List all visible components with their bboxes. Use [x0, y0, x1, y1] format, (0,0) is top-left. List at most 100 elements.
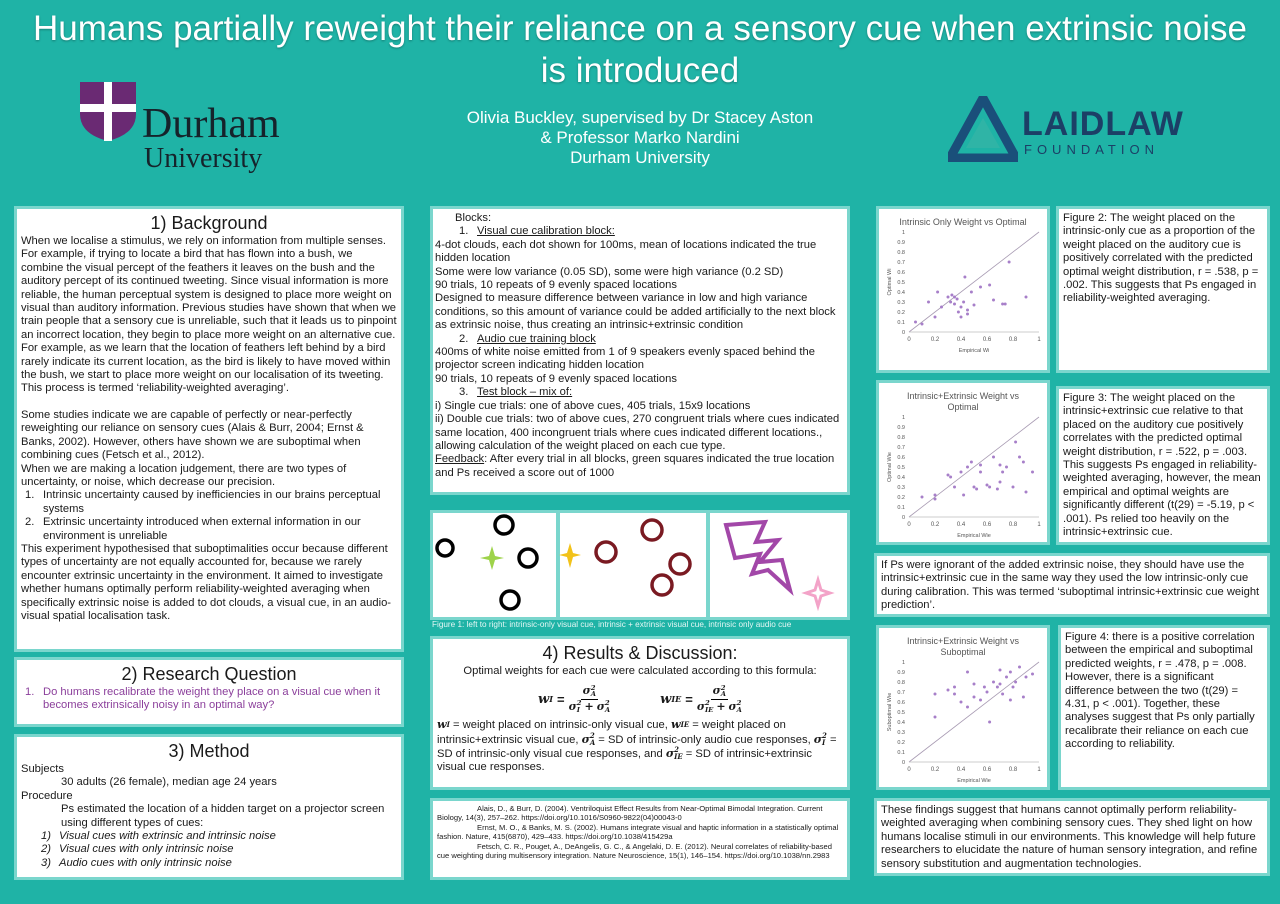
point: [966, 465, 969, 469]
item-number: 3.: [459, 386, 469, 399]
y-tick-label: 0.9: [897, 670, 905, 676]
subscript: I: [549, 694, 553, 705]
y-tick-label: 0.8: [897, 435, 905, 441]
point: [979, 463, 982, 467]
point: [946, 688, 950, 692]
point: [979, 285, 982, 289]
point: [995, 487, 999, 491]
point: [950, 293, 954, 297]
x-axis-label: Empirical Wie: [957, 533, 991, 539]
figure-caption: Figure 1: left to right: intrinsic-only …: [432, 620, 792, 629]
y-tick-label: 0: [902, 515, 905, 521]
chart-title: Intrinsic+Extrinsic Weight vs Suboptimal: [906, 636, 1020, 657]
point: [949, 300, 953, 304]
subscript: A: [589, 737, 596, 747]
x-axis-label: Empirical Wi: [959, 348, 990, 354]
point: [933, 497, 937, 501]
x-tick-label: 0.6: [983, 767, 992, 773]
x-tick-label: 0: [907, 522, 911, 528]
item-text: Visual cue calibration block:: [477, 225, 615, 238]
reference-line: [908, 661, 1040, 763]
logo-text: FOUNDATION: [1024, 142, 1159, 157]
chart-title: Intrinsic Only Weight vs Optimal: [899, 217, 1027, 227]
crest: [80, 82, 136, 141]
math-symbol: σ: [568, 699, 577, 713]
math-indices: 2 IE: [674, 746, 683, 761]
item-text: Audio cue training block: [477, 333, 596, 346]
point: [1001, 302, 1005, 306]
item-number: 1): [41, 830, 51, 843]
title: Humans partially reweight their reliance…: [33, 9, 1247, 90]
x-tick-label: 1: [1037, 767, 1041, 773]
point: [1014, 680, 1018, 684]
point: [985, 483, 989, 487]
x-tick-label: 0.6: [983, 522, 992, 528]
text: = weight placed on intrinsic-only visual…: [449, 719, 671, 732]
point: [966, 312, 969, 316]
point: [955, 297, 959, 301]
y-tick-label: 0.5: [897, 280, 905, 286]
math-symbol: σ: [581, 731, 590, 746]
math-indices: 2 IE: [705, 700, 713, 714]
point: [966, 670, 969, 674]
point: [988, 485, 992, 489]
item-text: 30 adults (26 female), median age 24 yea…: [61, 776, 277, 789]
point: [1021, 460, 1025, 464]
math-operator: +: [584, 699, 594, 713]
underlined: Feedback: [435, 453, 485, 466]
point: [1031, 672, 1034, 676]
text: Extrinsic uncertainty introduced when ex…: [43, 516, 361, 542]
math-symbol: w: [670, 717, 681, 732]
superscript: 2: [720, 683, 726, 692]
blocks-panel: Blocks: 1. Visual cue calibration block: 4-…: [430, 206, 850, 495]
list-row: 1. Intrinsic uncertainty caused by ineffi…: [21, 489, 397, 516]
list-row: 1. Visual cue calibration block:: [435, 225, 843, 238]
reference: Fetsch, C. R., Pouget, A., DeAngelis, G.…: [437, 841, 832, 861]
point: [982, 685, 986, 689]
chart-title: Intrinsic+Extrinsic Weight vs Optimal: [906, 391, 1020, 412]
y-tick-label: 0.8: [897, 680, 905, 686]
point: [946, 473, 950, 477]
point: [1018, 665, 1021, 669]
superscript: 2: [576, 699, 582, 707]
list-row: 1) Visual cues with extrinsic and intrins…: [21, 830, 397, 843]
point: [969, 460, 973, 464]
point: [988, 283, 992, 287]
author-line: & Professor Marko Nardini: [540, 128, 740, 147]
point: [920, 495, 924, 499]
point: [920, 322, 924, 326]
y-tick-label: 0: [902, 760, 905, 766]
research-panel: 2) Research Question 1. Do humans recalibr…: [14, 657, 404, 727]
list-row: 2) Visual cues with only intrinsic noise: [21, 843, 397, 856]
y-tick-label: 0.6: [897, 270, 905, 276]
logo-text: Durham: [142, 101, 280, 147]
x-tick-label: 0.8: [1009, 522, 1018, 528]
chart-plot: 0 0.1 0.2 0.3 0.4 0.5 0.6 0.7 0.8 0.9 1 0 0.2 0.4 0.6 0…: [887, 660, 1041, 784]
denominator: σ 2 IE + σ 2 A: [697, 700, 742, 714]
math-operator: +: [716, 699, 726, 713]
point: [933, 493, 937, 497]
text: = SD of intrinsic+extrinsic visual cue r…: [437, 748, 812, 774]
subscript: I: [446, 719, 450, 729]
point: [998, 463, 1002, 467]
figure-1-images: [433, 513, 847, 617]
y-tick-label: 0.2: [897, 740, 905, 746]
y-tick-label: 0.7: [897, 445, 905, 451]
paragraph: Some were low variance (0.05 SD), some w…: [435, 265, 784, 278]
math-symbol: σ: [596, 699, 605, 713]
math-symbol: σ: [582, 684, 591, 698]
point: [933, 315, 937, 319]
superscript: 2: [604, 699, 610, 707]
list-row: Feedback: After every trial in all block…: [435, 453, 843, 480]
text: Blocks:: [455, 212, 492, 224]
